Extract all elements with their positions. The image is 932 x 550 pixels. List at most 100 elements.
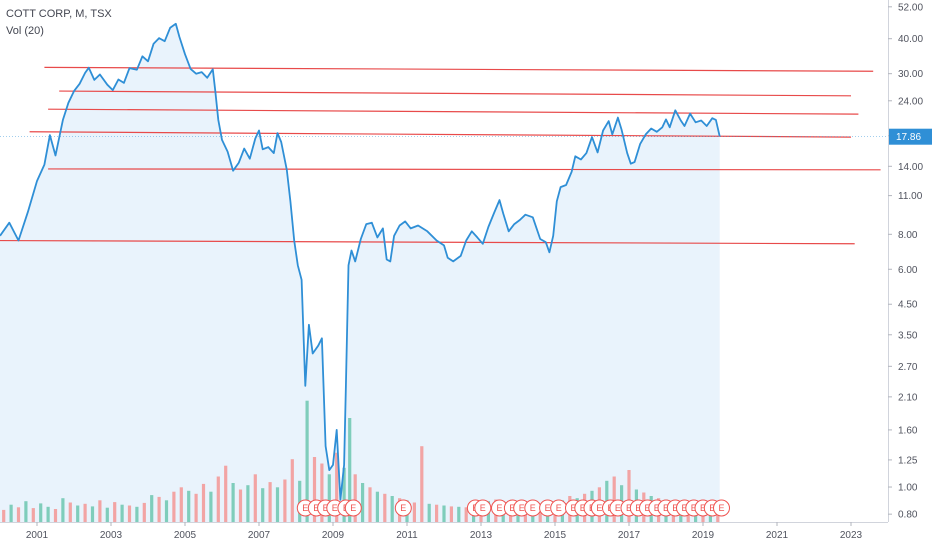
volume-bar <box>16 507 21 522</box>
y-tick-label: 2.70 <box>898 362 918 373</box>
x-tick-label: 2021 <box>766 530 789 541</box>
y-tick-label: 3.50 <box>898 330 918 341</box>
earnings-marker-label: E <box>496 503 502 513</box>
x-tick-label: 2001 <box>26 530 49 541</box>
earnings-marker-label: E <box>700 503 706 513</box>
y-tick-label: 24.00 <box>898 96 923 107</box>
time-axis[interactable] <box>0 522 932 550</box>
earnings-marker-label: E <box>545 503 551 513</box>
volume-bar <box>420 446 424 522</box>
y-tick-label: 52.00 <box>898 2 923 13</box>
volume-bar <box>427 503 431 522</box>
price-axis[interactable] <box>888 0 932 550</box>
earnings-marker-label: E <box>323 503 329 513</box>
earnings-marker[interactable] <box>344 499 362 517</box>
volume-bar <box>261 488 265 522</box>
volume-bar <box>187 490 191 522</box>
earnings-marker[interactable] <box>394 499 412 517</box>
volume-bar <box>246 485 250 522</box>
symbol-legend[interactable]: COTT CORP, M, TSX <box>6 8 112 20</box>
volume-bar <box>238 489 243 522</box>
y-tick-label: 2.10 <box>898 392 918 403</box>
earnings-marker-label: E <box>635 503 641 513</box>
volume-bar <box>375 491 379 522</box>
earnings-marker-label: E <box>580 503 586 513</box>
y-tick-label: 8.00 <box>898 230 918 241</box>
x-tick-label: 2009 <box>322 530 345 541</box>
volume-bar <box>283 479 287 522</box>
y-tick-label: 30.00 <box>898 69 923 80</box>
earnings-marker-label: E <box>313 503 319 513</box>
earnings-marker-label: E <box>480 503 486 513</box>
volume-bar <box>194 493 198 522</box>
y-tick-label: 1.00 <box>898 483 918 494</box>
y-tick-label: 14.00 <box>898 162 923 173</box>
x-tick-label: 2019 <box>692 530 715 541</box>
volume-bar <box>253 474 257 522</box>
earnings-marker-label: E <box>400 503 406 513</box>
volume-bar <box>157 496 161 522</box>
volume-bar <box>98 500 102 522</box>
horizontal-line[interactable] <box>48 168 881 171</box>
volume-bar <box>209 491 213 522</box>
earnings-marker-label: E <box>596 503 602 513</box>
earnings-marker[interactable] <box>474 499 492 517</box>
earnings-marker-label: E <box>672 503 678 513</box>
volume-bar <box>442 505 446 522</box>
volume-bar <box>268 482 272 522</box>
horizontal-line[interactable] <box>44 66 874 72</box>
horizontal-line[interactable] <box>0 239 855 245</box>
volume-bar <box>150 495 154 522</box>
earnings-marker-label: E <box>709 503 715 513</box>
earnings-marker-label: E <box>570 503 576 513</box>
last-price-label <box>889 128 932 145</box>
price-area-fill <box>0 23 720 523</box>
y-tick-label: 6.00 <box>898 265 918 276</box>
volume-bar <box>172 491 176 522</box>
earnings-marker[interactable] <box>713 499 730 517</box>
x-tick-label: 2003 <box>100 530 123 541</box>
volume-bar <box>9 504 13 522</box>
volume-bar <box>105 507 109 522</box>
volume-bar <box>201 483 206 522</box>
volume-bar <box>538 503 542 522</box>
volume-bar <box>61 498 65 522</box>
y-tick-label: 40.00 <box>898 34 923 45</box>
volume-bar <box>412 502 416 522</box>
volume-bar <box>83 503 87 522</box>
y-tick-label: 4.50 <box>898 300 918 311</box>
volume-bar <box>290 459 294 522</box>
earnings-marker-label: E <box>644 503 650 513</box>
earnings-marker-label: E <box>691 503 697 513</box>
earnings-marker-label: E <box>654 503 660 513</box>
volume-bar <box>383 493 387 522</box>
volume-bar <box>335 452 339 522</box>
volume-bar <box>435 504 439 522</box>
horizontal-line[interactable] <box>29 131 852 138</box>
earnings-marker-label: E <box>556 503 562 513</box>
volume-bar <box>2 509 6 522</box>
earnings-marker-label: E <box>718 503 724 513</box>
earnings-marker-label: E <box>519 503 525 513</box>
x-tick-label: 2005 <box>174 530 197 541</box>
horizontal-line[interactable] <box>48 108 859 115</box>
last-price-text: 17.86 <box>896 132 921 143</box>
volume-bar <box>353 474 357 522</box>
volume-bar <box>627 470 631 522</box>
price-line[interactable] <box>0 22 721 501</box>
volume-bar <box>142 502 146 522</box>
volume-bar <box>46 506 50 522</box>
volume-bar <box>135 506 139 522</box>
volume-bar <box>31 508 35 522</box>
volume-legend[interactable]: Vol (20) <box>6 25 44 37</box>
volume-bar <box>39 503 43 522</box>
horizontal-line[interactable] <box>59 90 852 97</box>
volume-bar <box>305 400 309 522</box>
y-tick-label: 0.80 <box>898 510 918 521</box>
volume-bar <box>390 496 394 522</box>
volume-bar <box>53 509 58 522</box>
volume-bar <box>368 487 372 522</box>
x-tick-label: 2017 <box>618 530 641 541</box>
